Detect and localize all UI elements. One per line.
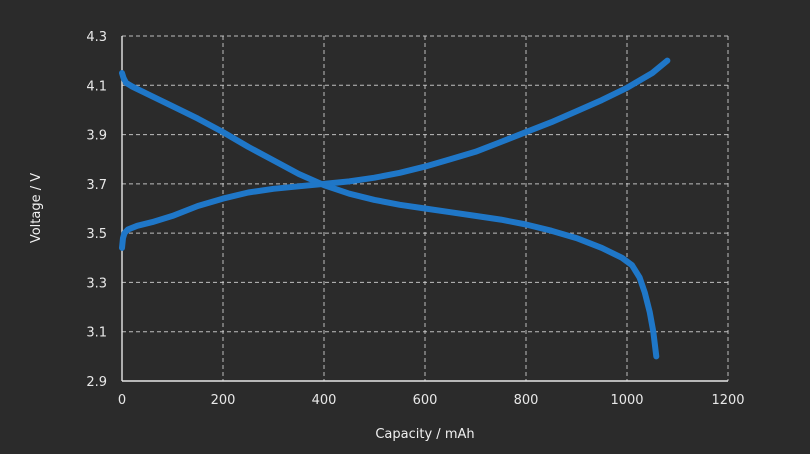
- y-tick-label: 2.9: [86, 375, 107, 390]
- x-axis-title: Capacity / mAh: [375, 427, 474, 442]
- y-tick-label: 4.1: [86, 79, 107, 94]
- series-layer: [119, 57, 671, 360]
- y-tick-label: 4.3: [86, 30, 107, 45]
- series-line-1: [119, 57, 671, 251]
- x-tick-label: 0: [118, 393, 126, 408]
- x-tick-label: 600: [413, 393, 438, 408]
- x-tick-label: 1200: [711, 393, 744, 408]
- y-tick-label: 3.3: [86, 276, 107, 291]
- x-tick-label: 1000: [610, 393, 643, 408]
- axes: [121, 36, 728, 382]
- y-tick-label: 3.7: [86, 178, 107, 193]
- y-tick-label: 3.9: [86, 129, 107, 144]
- series-line-2: [119, 70, 660, 360]
- y-tick-label: 3.5: [86, 227, 107, 242]
- tick-labels: 0 200 400 600 800 1000 1200 2.9 3.1 3.3 3.5 3.7 3.9 4…: [86, 30, 744, 408]
- x-tick-label: 200: [211, 393, 236, 408]
- x-tick-label: 400: [312, 393, 337, 408]
- y-tick-label: 3.1: [86, 326, 107, 341]
- x-tick-label: 800: [514, 393, 539, 408]
- y-axis-title: Voltage / V: [29, 173, 44, 243]
